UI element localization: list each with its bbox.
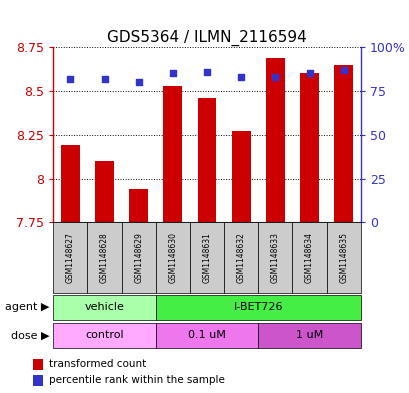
Text: 1 uM: 1 uM: [295, 330, 322, 340]
Point: [169, 70, 176, 77]
Bar: [33, 359, 43, 369]
Point: [101, 75, 108, 82]
Bar: [61, 145, 80, 222]
Bar: [155, 295, 360, 320]
Text: GSM1148628: GSM1148628: [100, 232, 109, 283]
Bar: [95, 161, 114, 222]
Point: [203, 68, 210, 75]
Bar: [129, 189, 148, 222]
Bar: [224, 222, 258, 293]
Text: percentile rank within the sample: percentile rank within the sample: [49, 375, 225, 385]
Text: vehicle: vehicle: [84, 302, 124, 312]
Bar: [163, 86, 182, 222]
Text: GSM1148629: GSM1148629: [134, 232, 143, 283]
Text: I-BET726: I-BET726: [233, 302, 282, 312]
Point: [135, 79, 142, 85]
Bar: [265, 58, 284, 222]
Bar: [189, 222, 224, 293]
Text: transformed count: transformed count: [49, 359, 146, 369]
Bar: [258, 323, 360, 348]
Bar: [299, 73, 318, 222]
Bar: [53, 295, 155, 320]
Bar: [33, 375, 43, 386]
Point: [339, 67, 346, 73]
Text: agent ▶: agent ▶: [5, 302, 49, 312]
Text: 0.1 uM: 0.1 uM: [188, 330, 225, 340]
Point: [237, 74, 244, 80]
Text: GSM1148631: GSM1148631: [202, 232, 211, 283]
Text: GSM1148634: GSM1148634: [304, 232, 313, 283]
Text: control: control: [85, 330, 124, 340]
Bar: [258, 222, 292, 293]
Text: GSM1148627: GSM1148627: [66, 232, 75, 283]
Bar: [197, 98, 216, 222]
Bar: [155, 222, 189, 293]
Text: GSM1148633: GSM1148633: [270, 232, 279, 283]
Text: GSM1148630: GSM1148630: [168, 232, 177, 283]
Point: [306, 70, 312, 77]
Text: GSM1148635: GSM1148635: [338, 232, 347, 283]
Bar: [87, 222, 121, 293]
Bar: [53, 222, 87, 293]
Text: dose ▶: dose ▶: [11, 331, 49, 341]
Bar: [292, 222, 326, 293]
Point: [272, 74, 278, 80]
Point: [67, 75, 74, 82]
Text: GSM1148632: GSM1148632: [236, 232, 245, 283]
Bar: [326, 222, 360, 293]
Bar: [333, 65, 352, 222]
Bar: [53, 323, 155, 348]
Bar: [121, 222, 155, 293]
Title: GDS5364 / ILMN_2116594: GDS5364 / ILMN_2116594: [107, 29, 306, 46]
Bar: [231, 131, 250, 222]
Bar: [155, 323, 258, 348]
